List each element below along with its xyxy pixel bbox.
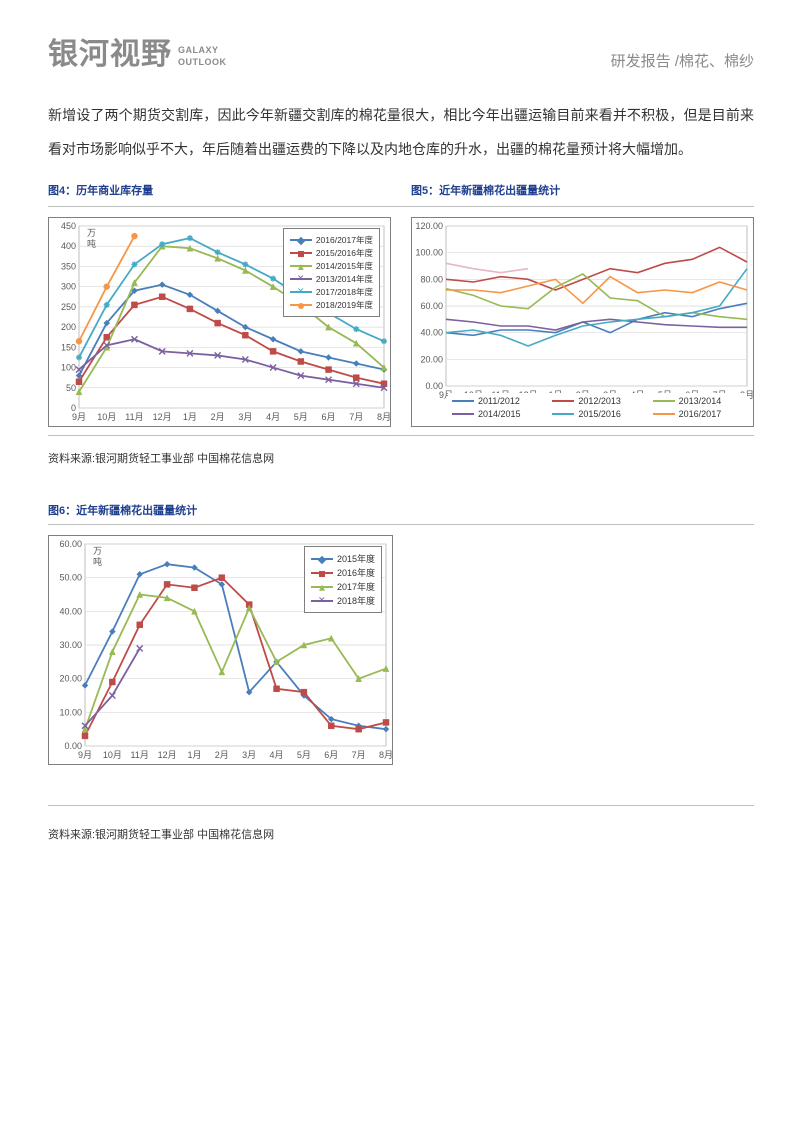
- svg-text:9月: 9月: [78, 750, 92, 760]
- chart-6: 0.0010.0020.0030.0040.0050.0060.009月10月1…: [48, 535, 393, 765]
- svg-text:80.00: 80.00: [420, 275, 443, 285]
- svg-text:50: 50: [66, 383, 76, 393]
- svg-text:5月: 5月: [294, 412, 308, 422]
- figure-row-1-charts: 0501001502002503003504004509月10月11月12月1月…: [48, 217, 754, 427]
- svg-text:40.00: 40.00: [420, 328, 443, 338]
- source-2: 资料来源:银河期货轻工事业部 中国棉花信息网: [48, 826, 754, 842]
- body-paragraph: 新增设了两个期货交割库，因此今年新疆交割库的棉花量很大，相比今年出疆运输目前来看…: [48, 99, 754, 166]
- svg-text:150: 150: [61, 343, 76, 353]
- divider: [48, 524, 754, 525]
- svg-text:7月: 7月: [352, 750, 366, 760]
- svg-text:2月: 2月: [211, 412, 225, 422]
- svg-text:8月: 8月: [377, 412, 390, 422]
- figure-4-col: 图4：历年商业库存量: [48, 182, 391, 204]
- divider: [48, 805, 754, 806]
- svg-text:4月: 4月: [270, 750, 284, 760]
- page-header: 银河视野 GALAXY OUTLOOK 研发报告 /棉花、棉纱: [48, 40, 754, 71]
- svg-text:万: 万: [93, 546, 102, 556]
- svg-text:10月: 10月: [97, 412, 116, 422]
- svg-text:12月: 12月: [158, 750, 177, 760]
- svg-text:10.00: 10.00: [59, 708, 82, 718]
- figure-4-title: 图4：历年商业库存量: [48, 182, 391, 198]
- svg-text:5月: 5月: [297, 750, 311, 760]
- figure-row-1: 图4：历年商业库存量 图5：近年新疆棉花出疆量统计: [48, 182, 754, 204]
- svg-text:60.00: 60.00: [59, 539, 82, 549]
- svg-text:20.00: 20.00: [420, 355, 443, 365]
- svg-text:4月: 4月: [266, 412, 280, 422]
- svg-text:120.00: 120.00: [415, 221, 443, 231]
- svg-text:8月: 8月: [379, 750, 392, 760]
- source-1: 资料来源:银河期货轻工事业部 中国棉花信息网: [48, 450, 754, 466]
- svg-text:1月: 1月: [187, 750, 201, 760]
- svg-text:30.00: 30.00: [59, 640, 82, 650]
- figure-5-chartcol: 0.0020.0040.0060.0080.00100.00120.009月10…: [411, 217, 754, 427]
- svg-text:12月: 12月: [153, 412, 172, 422]
- figure-6-block: 图6：近年新疆棉花出疆量统计 0.0010.0020.0030.0040.005…: [48, 502, 754, 842]
- svg-text:1月: 1月: [183, 412, 197, 422]
- figure-6-title: 图6：近年新疆棉花出疆量统计: [48, 502, 754, 518]
- divider: [48, 206, 754, 207]
- svg-text:11月: 11月: [125, 412, 143, 422]
- svg-text:100: 100: [61, 363, 76, 373]
- svg-text:6月: 6月: [324, 750, 338, 760]
- svg-text:250: 250: [61, 302, 76, 312]
- figure-5-title: 图5：近年新疆棉花出疆量统计: [411, 182, 754, 198]
- svg-text:吨: 吨: [87, 238, 96, 249]
- divider: [48, 435, 754, 436]
- logo-en-bottom: OUTLOOK: [178, 57, 227, 67]
- logo: 银河视野 GALAXY OUTLOOK: [48, 40, 227, 70]
- figure-5-col: 图5：近年新疆棉花出疆量统计: [411, 182, 754, 204]
- logo-cn: 银河视野: [48, 40, 172, 70]
- doc-type: 研发报告 /棉花、棉纱: [611, 50, 754, 71]
- logo-en-top: GALAXY: [178, 45, 227, 55]
- svg-text:300: 300: [61, 282, 76, 292]
- svg-text:9月: 9月: [72, 412, 86, 422]
- svg-text:350: 350: [61, 262, 76, 272]
- svg-text:3月: 3月: [238, 412, 252, 422]
- figure-4-chartcol: 0501001502002503003504004509月10月11月12月1月…: [48, 217, 391, 427]
- svg-text:6月: 6月: [322, 412, 336, 422]
- svg-text:20.00: 20.00: [59, 674, 82, 684]
- svg-text:60.00: 60.00: [420, 301, 443, 311]
- svg-text:11月: 11月: [131, 750, 149, 760]
- chart-5: 0.0020.0040.0060.0080.00100.00120.009月10…: [411, 217, 754, 427]
- svg-text:400: 400: [61, 241, 76, 251]
- svg-text:2月: 2月: [215, 750, 229, 760]
- svg-text:万: 万: [87, 228, 96, 238]
- svg-text:40.00: 40.00: [59, 607, 82, 617]
- svg-text:450: 450: [61, 221, 76, 231]
- chart-4: 0501001502002503003504004509月10月11月12月1月…: [48, 217, 391, 427]
- svg-text:吨: 吨: [93, 556, 102, 567]
- svg-text:100.00: 100.00: [415, 248, 443, 258]
- svg-text:10月: 10月: [103, 750, 122, 760]
- svg-text:50.00: 50.00: [59, 573, 82, 583]
- svg-text:7月: 7月: [349, 412, 363, 422]
- svg-text:200: 200: [61, 322, 76, 332]
- svg-text:3月: 3月: [242, 750, 256, 760]
